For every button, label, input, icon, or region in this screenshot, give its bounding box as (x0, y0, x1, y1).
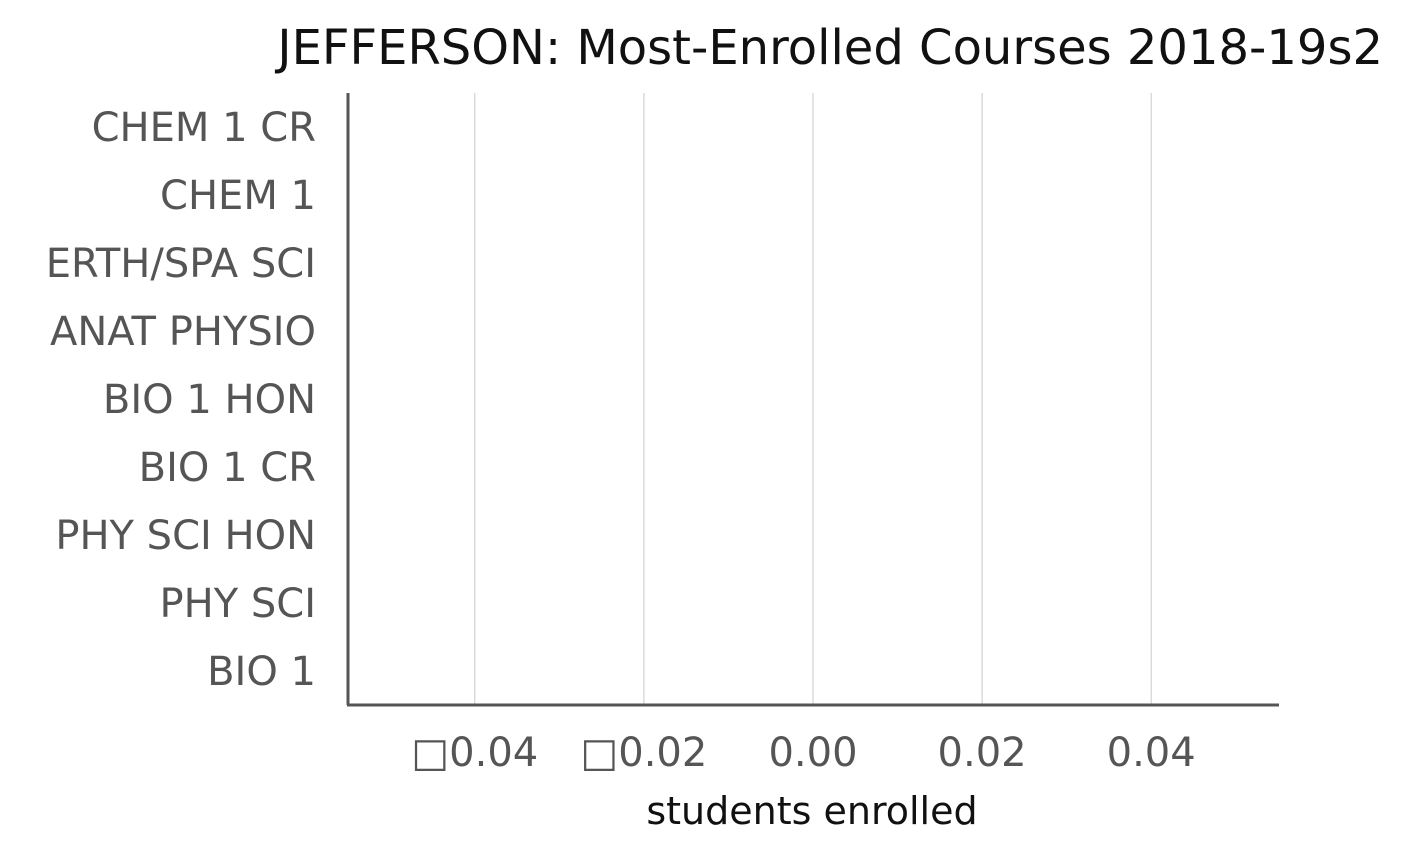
gridlines (474, 93, 1152, 705)
category-label: BIO 1 (207, 649, 316, 695)
category-label: ANAT PHYSIO (50, 309, 316, 355)
category-label: ERTH/SPA SCI (46, 241, 316, 287)
category-label: PHY SCI (160, 581, 316, 627)
x-tick-label: 0.04 (1107, 730, 1196, 776)
category-labels: CHEM 1 CR CHEM 1 ERTH/SPA SCI ANAT PHYSIO BI… (46, 105, 316, 695)
category-label: BIO 1 HON (103, 377, 316, 423)
category-label: PHY SCI HON (55, 513, 316, 559)
x-tick-label: 0.00 (768, 730, 857, 776)
category-label: CHEM 1 (160, 173, 316, 219)
category-label: BIO 1 CR (139, 445, 316, 491)
x-axis-title: students enrolled (646, 789, 977, 833)
x-tick-label: □0.02 (580, 730, 707, 776)
x-tick-label: □0.04 (411, 730, 538, 776)
category-label: CHEM 1 CR (92, 105, 316, 151)
chart-title: JEFFERSON: Most-Enrolled Courses 2018-19… (277, 20, 1383, 76)
x-tick-label: 0.02 (938, 730, 1027, 776)
x-tick-labels: □0.04 □0.02 0.00 0.02 0.04 (411, 730, 1195, 776)
